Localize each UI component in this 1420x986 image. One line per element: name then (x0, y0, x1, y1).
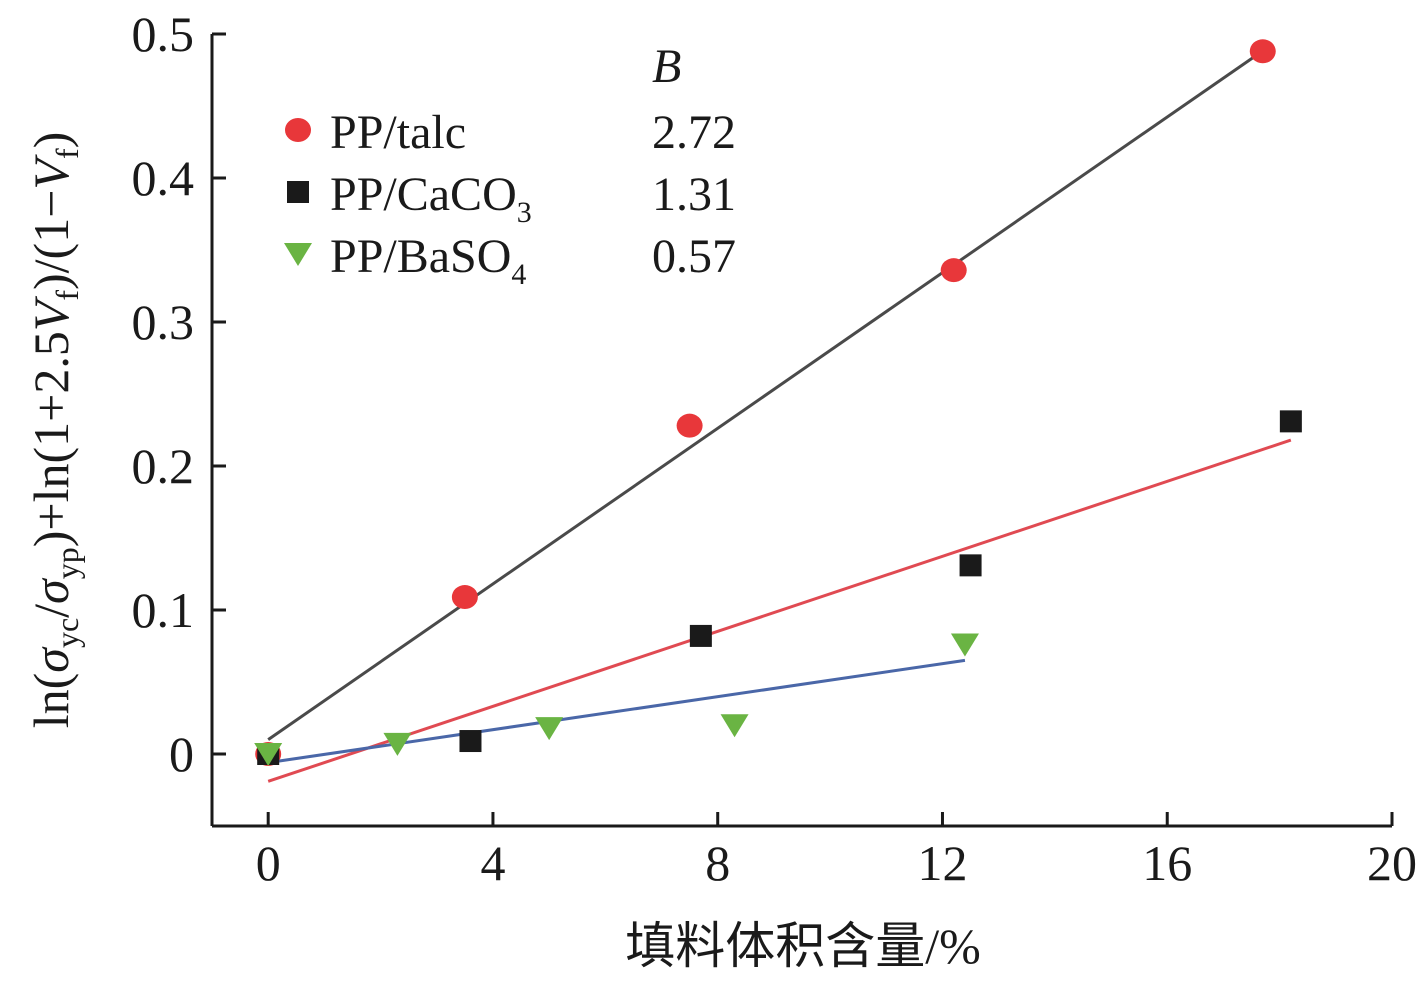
data-point-1 (959, 554, 982, 577)
legend-marker (287, 181, 309, 203)
x-tick-label: 0 (256, 835, 281, 891)
axes: 0 4 8 12 16 20 0 0.1 0.2 0.3 0.4 0.5 (132, 6, 1418, 891)
x-tick-label: 4 (480, 835, 505, 891)
legend: B PP/talc 2.72 PP/CaCO3 1.31 PP/BaSO4 0.57 (284, 40, 736, 291)
y-tick-label: 0.3 (132, 294, 195, 350)
legend-label: PP/CaCO3 (330, 168, 532, 229)
legend-marker (285, 118, 311, 142)
legend-b-value: 0.57 (652, 230, 736, 283)
x-axis-label: 填料体积含量/% (625, 918, 981, 974)
y-tick-label: 0 (169, 726, 194, 782)
data-points (254, 39, 1302, 766)
data-point-1 (689, 624, 712, 647)
legend-b-value: 2.72 (652, 106, 736, 159)
legend-label: PP/BaSO4 (330, 230, 526, 291)
data-point-1 (459, 730, 482, 753)
data-point-2 (720, 714, 749, 738)
legend-header: B (652, 40, 681, 93)
y-axis-label: ln(σyc/σyp)+ln(1+2.5Vf)/(1−Vf) (23, 132, 85, 729)
x-tick-label: 8 (705, 835, 730, 891)
fit-line-0 (267, 45, 1270, 741)
legend-b-value: 1.31 (652, 168, 736, 221)
x-tick-label: 16 (1142, 835, 1192, 891)
data-point-0 (1249, 39, 1276, 64)
data-point-1 (1279, 410, 1302, 433)
y-tick-label: 0.2 (132, 438, 195, 494)
data-point-0 (676, 413, 703, 438)
data-point-2 (254, 743, 283, 766)
fit-line-2 (267, 658, 966, 765)
data-point-2 (535, 717, 564, 741)
data-point-0 (451, 585, 478, 610)
data-point-2 (383, 732, 412, 756)
data-point-2 (950, 633, 979, 657)
data-point-0 (940, 258, 967, 283)
y-tick-label: 0.4 (132, 150, 195, 206)
fit-line-1 (267, 438, 1292, 783)
legend-marker (284, 243, 312, 266)
x-tick-label: 12 (917, 835, 967, 891)
legend-label: PP/talc (330, 106, 466, 159)
y-tick-label: 0.5 (132, 6, 195, 62)
fit-lines (267, 45, 1292, 783)
y-tick-label: 0.1 (132, 582, 195, 638)
x-tick-label: 20 (1367, 835, 1417, 891)
